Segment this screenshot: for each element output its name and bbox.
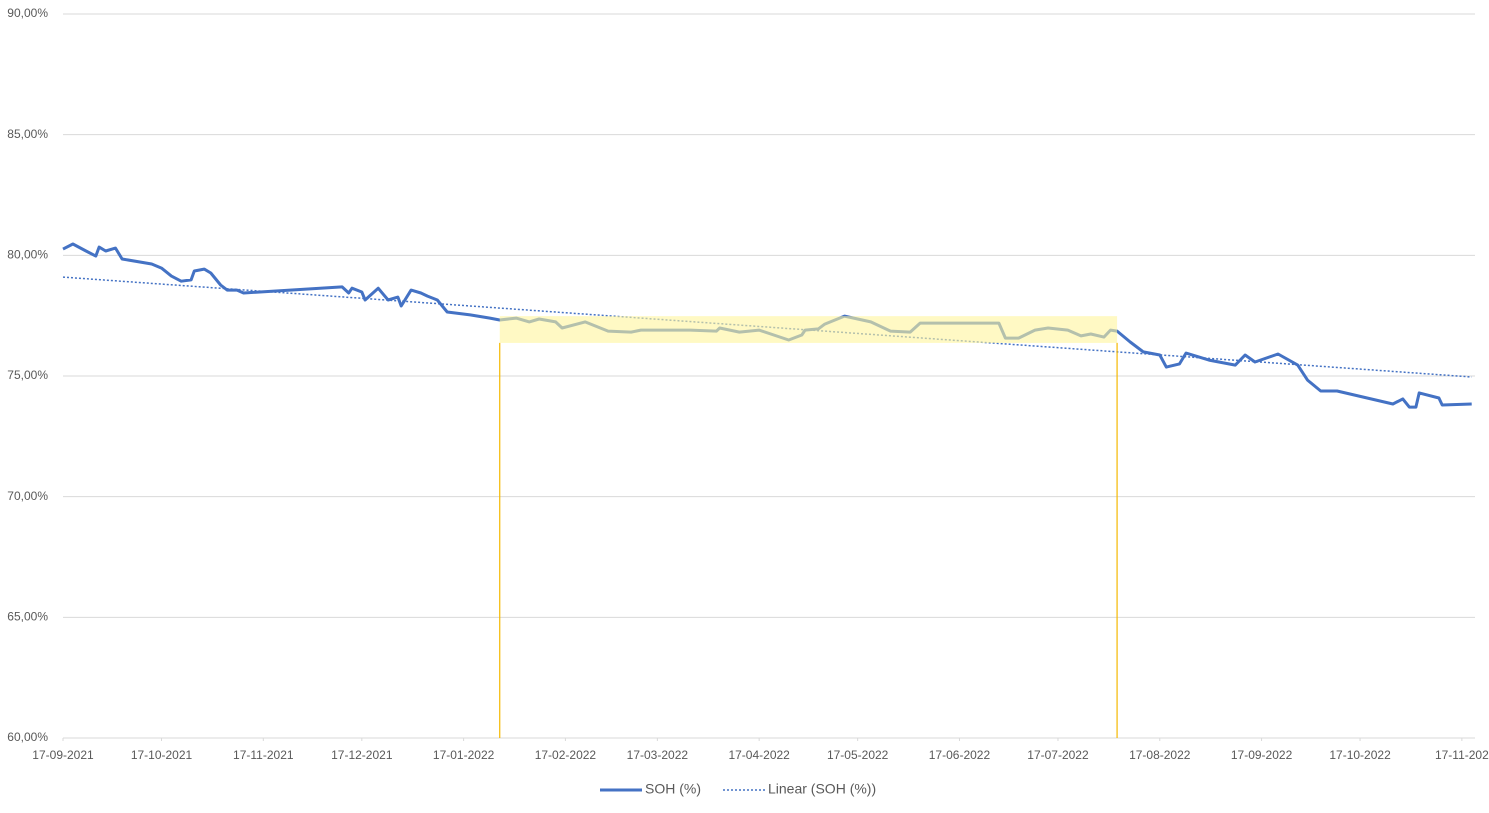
legend-label: Linear (SOH (%)) <box>768 781 876 797</box>
trend-line <box>62 276 1472 378</box>
x-tick-label: 17-05-2022 <box>827 748 889 762</box>
x-tick-label: 17-07-2022 <box>1027 748 1089 762</box>
x-tick-label: 17-04-2022 <box>728 748 790 762</box>
y-tick-label: 60,00% <box>7 730 48 744</box>
x-tick-label: 17-11-2021 <box>233 748 294 762</box>
x-tick-label: 17-09-2022 <box>1231 748 1293 762</box>
legend: SOH (%) Linear (SOH (%)) <box>600 781 876 797</box>
y-tick-label: 90,00% <box>7 6 48 20</box>
legend-label: SOH (%) <box>645 781 701 797</box>
y-tick-label: 70,00% <box>7 489 48 503</box>
x-tick-label: 17-11-202 <box>1435 748 1489 762</box>
highlight-band <box>499 316 1118 343</box>
y-tick-label: 80,00% <box>7 248 48 262</box>
x-tick-label: 17-06-2022 <box>929 748 991 762</box>
x-tick-label: 17-08-2022 <box>1129 748 1191 762</box>
x-tick-label: 17-12-2021 <box>331 748 393 762</box>
x-tick-label: 17-10-2022 <box>1329 748 1391 762</box>
y-tick-label: 65,00% <box>7 610 48 624</box>
x-tick-label: 17-01-2022 <box>433 748 495 762</box>
x-tick-label: 17-09-2021 <box>32 748 94 762</box>
x-tick-label: 17-03-2022 <box>627 748 689 762</box>
x-tick-label: 17-10-2021 <box>131 748 193 762</box>
y-tick-label: 85,00% <box>7 127 48 141</box>
x-tick-label: 17-02-2022 <box>535 748 597 762</box>
y-tick-label: 75,00% <box>7 368 48 382</box>
